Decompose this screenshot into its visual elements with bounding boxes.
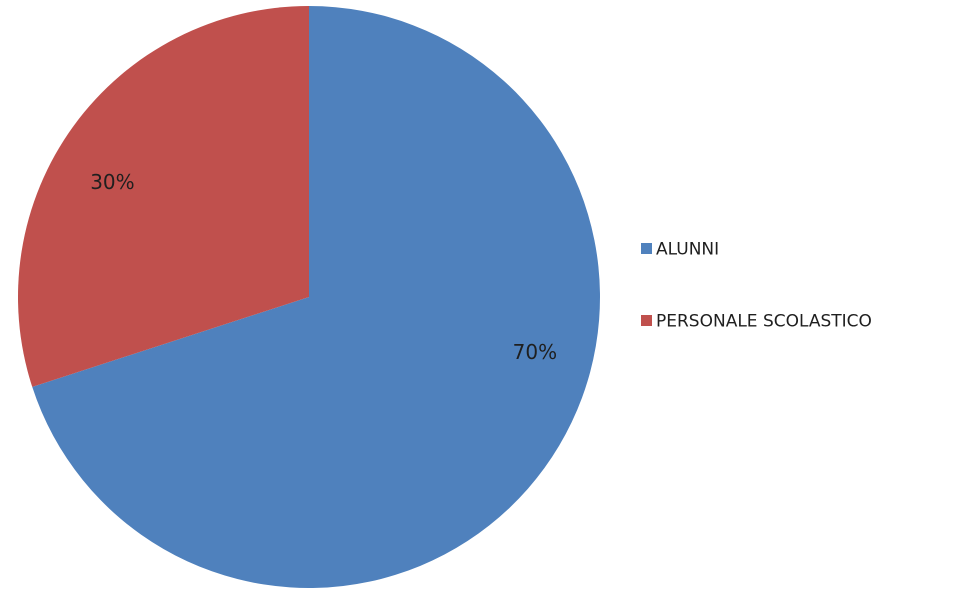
data-label-personale-scolastico: 30% bbox=[90, 170, 134, 194]
legend-label-alunni: ALUNNI bbox=[656, 240, 719, 260]
legend-swatch-personale-scolastico bbox=[641, 315, 652, 326]
data-label-alunni: 70% bbox=[513, 340, 557, 364]
legend: ALUNNI PERSONALE SCOLASTICO bbox=[641, 240, 872, 332]
legend-swatch-alunni bbox=[641, 243, 652, 254]
pie-slice-alunni bbox=[32, 6, 600, 588]
pie-slice-personale-scolastico bbox=[17, 6, 310, 387]
legend-label-personale-scolastico: PERSONALE SCOLASTICO bbox=[656, 312, 872, 332]
pie-slices bbox=[17, 6, 600, 588]
data-labels: 70% 30% bbox=[90, 170, 557, 364]
